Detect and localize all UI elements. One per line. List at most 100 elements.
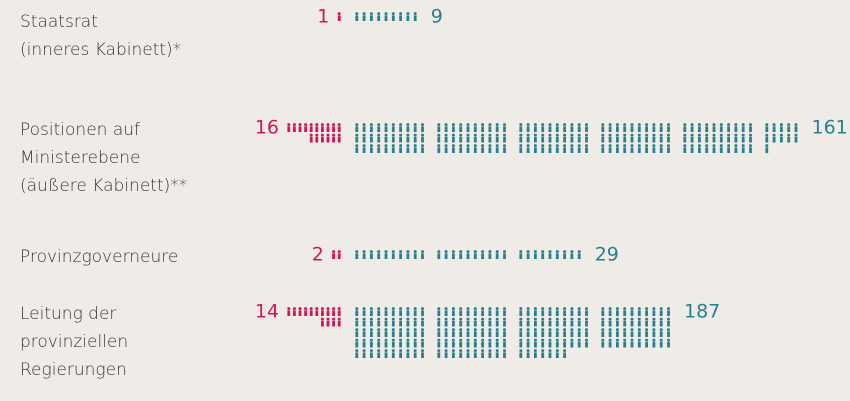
icon-head	[444, 328, 448, 332]
icon-body	[304, 310, 307, 316]
icon-head	[623, 307, 627, 311]
icon-body	[406, 253, 410, 259]
icon-body	[727, 136, 730, 143]
icon-body	[548, 341, 552, 348]
icon-body	[630, 310, 634, 316]
icon-body	[406, 352, 410, 358]
icon-head	[320, 317, 324, 321]
icon-head	[391, 12, 395, 16]
icon-head	[637, 328, 641, 332]
icon-body	[765, 147, 769, 153]
icon-body	[608, 126, 612, 132]
icon-body	[293, 310, 296, 316]
icon-head	[787, 123, 791, 127]
icon-head	[451, 349, 455, 353]
icon-head	[585, 328, 588, 332]
icon-body	[787, 126, 791, 132]
icon-body	[601, 310, 605, 316]
icon-head	[630, 307, 634, 311]
icon-body	[548, 352, 552, 358]
icon-head	[355, 349, 359, 353]
icon-body	[765, 136, 769, 143]
icon-head	[451, 338, 455, 342]
icon-body	[652, 147, 656, 153]
icon-body	[659, 331, 663, 337]
icon-body	[503, 341, 506, 348]
icon-head	[421, 307, 424, 311]
icon-head	[779, 133, 783, 137]
icon-head	[608, 123, 612, 127]
icon-body	[570, 320, 574, 327]
icon-body	[555, 341, 559, 348]
icon-head	[652, 123, 656, 127]
icon-body	[421, 320, 424, 327]
icon-head	[667, 307, 670, 311]
icon-head	[667, 133, 670, 137]
icon-body	[623, 147, 627, 153]
icon-head	[741, 144, 745, 148]
icon-body	[637, 331, 641, 337]
icon-head	[399, 328, 403, 332]
icon-head	[481, 349, 485, 353]
icon-head	[488, 133, 492, 137]
icon-head	[608, 317, 612, 321]
icon-head	[555, 144, 559, 148]
icon-body	[399, 341, 402, 348]
icon-body	[667, 147, 670, 153]
icon-head	[377, 144, 381, 148]
icon-body	[459, 253, 463, 259]
icon-body	[332, 320, 335, 327]
icon-head	[652, 133, 656, 137]
icon-body	[534, 253, 537, 259]
icon-head	[585, 144, 588, 148]
icon-head	[384, 349, 388, 353]
icon-head	[488, 144, 492, 148]
icon-body	[577, 320, 581, 327]
icon-head	[712, 123, 716, 127]
icon-body	[630, 341, 634, 348]
icon-body	[645, 341, 648, 348]
icon-head	[548, 349, 552, 353]
icon-head	[451, 144, 455, 148]
icon-body	[309, 136, 313, 143]
icon-head	[541, 307, 545, 311]
icon-body	[370, 320, 373, 327]
icon-body	[570, 147, 574, 153]
icon-head	[399, 250, 403, 254]
icon-body	[503, 331, 506, 337]
icon-head	[705, 123, 709, 127]
icon-head	[495, 317, 499, 321]
icon-body	[787, 136, 791, 143]
icon-body	[519, 341, 523, 348]
icon-body	[488, 320, 492, 327]
icon-head	[466, 123, 470, 127]
icon-body	[377, 136, 381, 143]
icon-body	[488, 147, 492, 153]
icon-body	[519, 253, 523, 259]
icon-body	[459, 341, 463, 348]
icon-head	[787, 133, 791, 137]
icon-body	[630, 147, 634, 153]
icon-head	[459, 144, 463, 148]
icon-head	[690, 123, 694, 127]
icon-head	[548, 144, 552, 148]
icon-head	[533, 328, 537, 332]
icon-body	[355, 136, 359, 143]
icon-head	[473, 144, 477, 148]
icon-head	[399, 12, 403, 16]
icon-head	[444, 133, 448, 137]
icon-head	[444, 250, 448, 254]
icon-head	[466, 338, 470, 342]
icon-body	[293, 126, 296, 132]
icon-head	[362, 250, 366, 254]
icon-body	[667, 136, 670, 143]
icon-head	[406, 250, 410, 254]
icon-head	[315, 133, 319, 137]
icon-body	[362, 320, 366, 327]
icon-head	[451, 307, 455, 311]
icon-body	[585, 136, 588, 143]
icon-body	[421, 253, 424, 259]
icon-head	[570, 317, 574, 321]
icon-head	[466, 328, 470, 332]
icon-head	[541, 317, 545, 321]
